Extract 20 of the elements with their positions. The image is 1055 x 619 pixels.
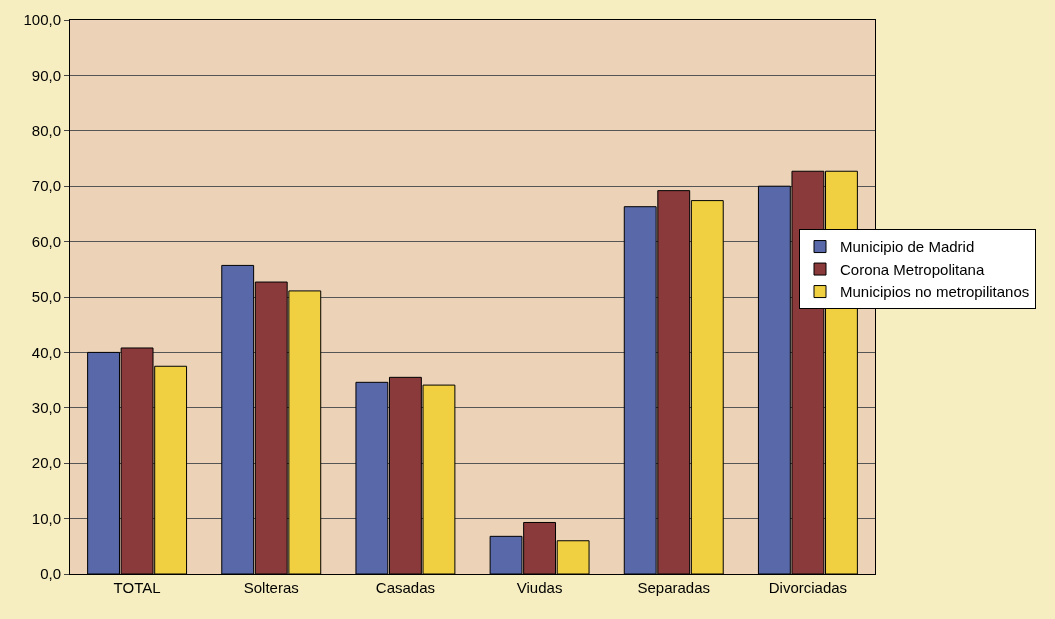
y-tick-label: 90,0 (31, 66, 61, 84)
y-tick-label: 0,0 (40, 565, 61, 583)
y-tick-label: 100,0 (23, 11, 61, 29)
y-tick-label: 80,0 (31, 122, 61, 140)
x-tick-label: TOTAL (113, 579, 161, 596)
legend-label: Municipio de Madrid (840, 238, 975, 256)
x-tick-label: Casadas (375, 579, 436, 596)
y-tick-label: 10,0 (31, 509, 61, 527)
y-tick-label: 40,0 (31, 343, 61, 361)
y-tick-label: 20,0 (31, 454, 61, 472)
y-tick-label: 50,0 (31, 288, 61, 306)
x-tick-label: Viudas (516, 579, 563, 596)
legend-label: Corona Metropolitana (840, 260, 985, 278)
y-tick-label: 30,0 (31, 399, 61, 417)
y-tick-label: 70,0 (31, 177, 61, 195)
x-tick-label: Divorciadas (768, 579, 848, 596)
x-tick-label: Separadas (637, 579, 711, 596)
legend-label: Municipios no metropilitanos (840, 283, 1030, 301)
x-tick-label: Solteras (243, 579, 299, 596)
y-tick-label: 60,0 (31, 232, 61, 250)
